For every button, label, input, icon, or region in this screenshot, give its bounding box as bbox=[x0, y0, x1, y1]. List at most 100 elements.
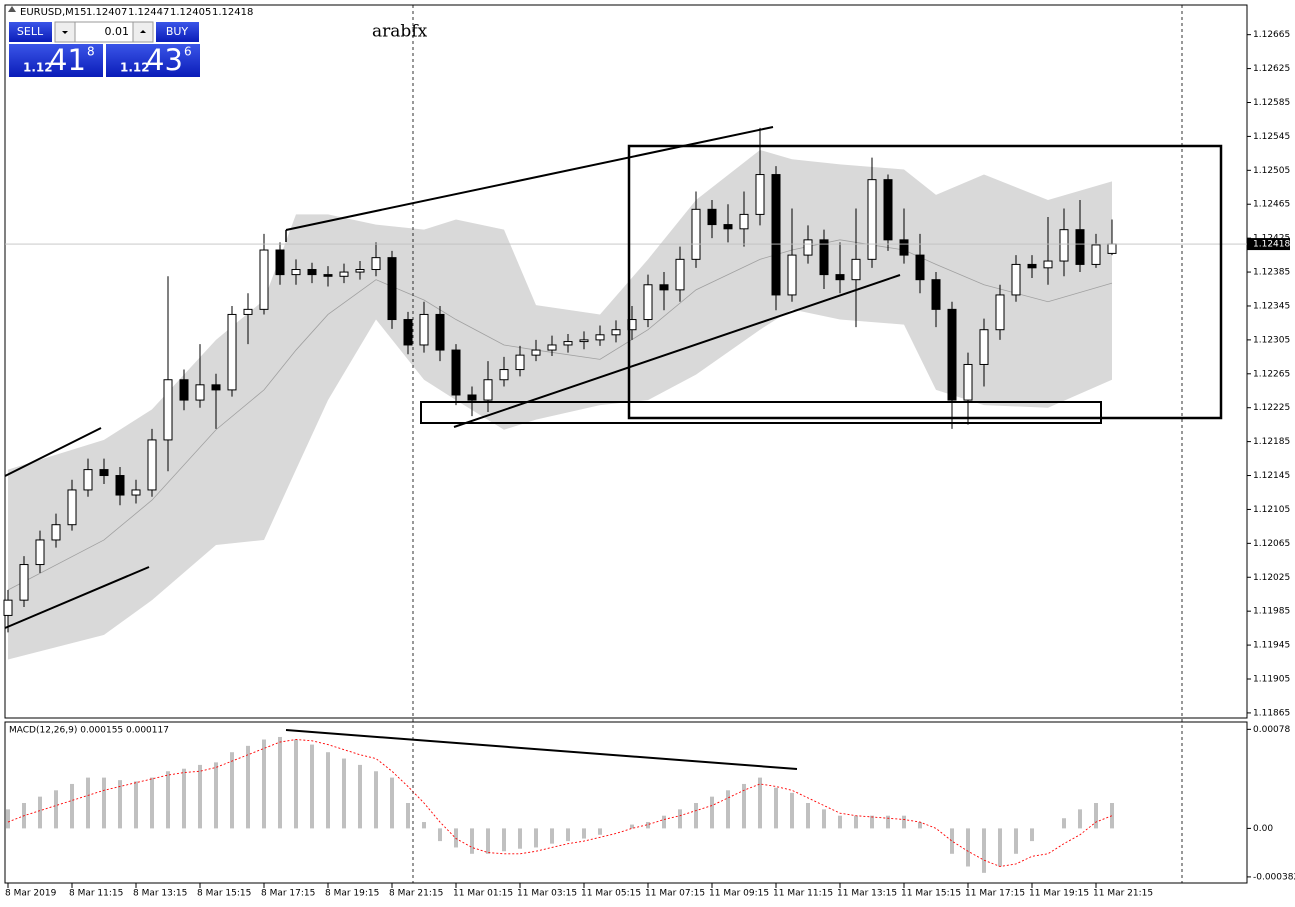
sell-label: SELL bbox=[17, 25, 44, 38]
candle-body bbox=[995, 294, 1005, 331]
macd-bar bbox=[390, 777, 394, 829]
candle-body bbox=[259, 249, 269, 310]
candle-body bbox=[499, 369, 509, 381]
annotation: arabfx bbox=[372, 22, 428, 42]
y-tick-label: 1.12545 bbox=[1253, 132, 1290, 142]
candle-body bbox=[883, 179, 893, 241]
macd-bar bbox=[262, 739, 266, 829]
macd-bar bbox=[1094, 803, 1098, 829]
macd-bar bbox=[198, 764, 202, 829]
candle-body bbox=[3, 599, 13, 616]
macd-bar bbox=[438, 828, 442, 842]
x-tick-label: 8 Mar 21:15 bbox=[389, 889, 443, 899]
candle-body bbox=[515, 354, 525, 371]
macd-bar bbox=[358, 764, 362, 829]
candle-body bbox=[963, 363, 973, 401]
trendline bbox=[285, 126, 774, 231]
bid-small: 8 bbox=[87, 45, 95, 59]
x-tick-label: 11 Mar 05:15 bbox=[581, 889, 641, 899]
macd-bar bbox=[70, 783, 74, 829]
candle-body bbox=[211, 384, 221, 391]
y-tick-label: 0.00 bbox=[1253, 824, 1273, 834]
macd-bar bbox=[966, 828, 970, 867]
candle-body bbox=[35, 539, 45, 566]
candle-body bbox=[675, 258, 685, 291]
candle-body bbox=[563, 341, 573, 346]
macd-bar bbox=[406, 803, 410, 829]
macd-bar bbox=[582, 828, 586, 839]
macd-bar bbox=[182, 768, 186, 829]
macd-bar bbox=[86, 777, 90, 829]
candle-body bbox=[467, 394, 477, 401]
y-tick-label: 1.11985 bbox=[1253, 607, 1290, 617]
candle-body bbox=[803, 239, 813, 256]
ask-box[interactable] bbox=[106, 44, 200, 77]
macd-bar bbox=[534, 828, 538, 848]
candle-body bbox=[915, 254, 925, 281]
divergence-line bbox=[285, 729, 798, 770]
y-tick-label: 1.12265 bbox=[1253, 369, 1290, 379]
candle-body bbox=[99, 469, 109, 477]
x-tick-label: 8 Mar 19:15 bbox=[325, 889, 379, 899]
plot bbox=[3, 34, 1251, 878]
x-tick-label: 11 Mar 01:15 bbox=[453, 889, 513, 899]
x-tick-label: 11 Mar 13:15 bbox=[837, 889, 897, 899]
macd-bar bbox=[278, 736, 282, 829]
macd-bar bbox=[518, 828, 522, 849]
y-tick-label: 1.12625 bbox=[1253, 64, 1290, 74]
signal-line bbox=[7, 739, 1113, 867]
macd-bar bbox=[1110, 803, 1114, 829]
candle-body bbox=[851, 258, 861, 281]
candle-body bbox=[419, 313, 429, 346]
macd-bar bbox=[502, 828, 506, 852]
macd-bar bbox=[854, 815, 858, 829]
current-price-box bbox=[1247, 238, 1290, 251]
candle-body bbox=[147, 439, 157, 491]
range-box bbox=[627, 144, 1223, 420]
y-tick-label: 1.12065 bbox=[1253, 539, 1290, 549]
ohlc-open: 1.12407 bbox=[86, 7, 127, 18]
candle-body bbox=[707, 208, 717, 226]
current-price-label: 1.12418 bbox=[1253, 240, 1290, 250]
macd-bar bbox=[726, 790, 730, 829]
support-box bbox=[420, 401, 1102, 424]
candle-body bbox=[947, 308, 957, 401]
candle-body bbox=[243, 308, 253, 315]
macd-bar bbox=[246, 745, 250, 829]
y-tick-label: 1.12105 bbox=[1253, 505, 1290, 515]
drawings bbox=[4, 126, 1223, 770]
candle-body bbox=[979, 329, 989, 365]
y-tick-label: 1.11865 bbox=[1253, 708, 1290, 718]
candle-body bbox=[931, 279, 941, 310]
candle-body bbox=[1011, 263, 1021, 296]
macd-bar bbox=[918, 822, 922, 829]
ask-prefix: 1.12 bbox=[120, 61, 150, 75]
macd-bar bbox=[710, 796, 714, 829]
y-tick-label: 1.12385 bbox=[1253, 268, 1290, 278]
macd-bar bbox=[1078, 809, 1082, 829]
candle-body bbox=[483, 379, 493, 401]
buy-label: BUY bbox=[166, 25, 189, 38]
macd-bar bbox=[886, 815, 890, 829]
ohlc-high: 1.12447 bbox=[128, 7, 169, 18]
macd-bar bbox=[294, 739, 298, 829]
candle-body bbox=[339, 271, 349, 277]
macd-bar bbox=[838, 815, 842, 829]
macd-bar bbox=[742, 783, 746, 829]
candle-body bbox=[899, 239, 909, 256]
trendline bbox=[4, 427, 102, 477]
menu-icon[interactable] bbox=[8, 6, 16, 12]
bid-box[interactable] bbox=[9, 44, 103, 77]
candle-body bbox=[835, 274, 845, 281]
sell-button[interactable] bbox=[9, 22, 52, 42]
macd-bar bbox=[902, 815, 906, 829]
candle-body bbox=[1027, 263, 1037, 269]
bid-prefix: 1.12 bbox=[23, 61, 53, 75]
y-tick-label: 1.11945 bbox=[1253, 641, 1290, 651]
buy-button[interactable] bbox=[156, 22, 199, 42]
candle-body bbox=[643, 284, 653, 321]
macd-bar bbox=[166, 771, 170, 829]
candle-body bbox=[787, 254, 797, 296]
y-tick-label: 1.12025 bbox=[1253, 573, 1290, 583]
